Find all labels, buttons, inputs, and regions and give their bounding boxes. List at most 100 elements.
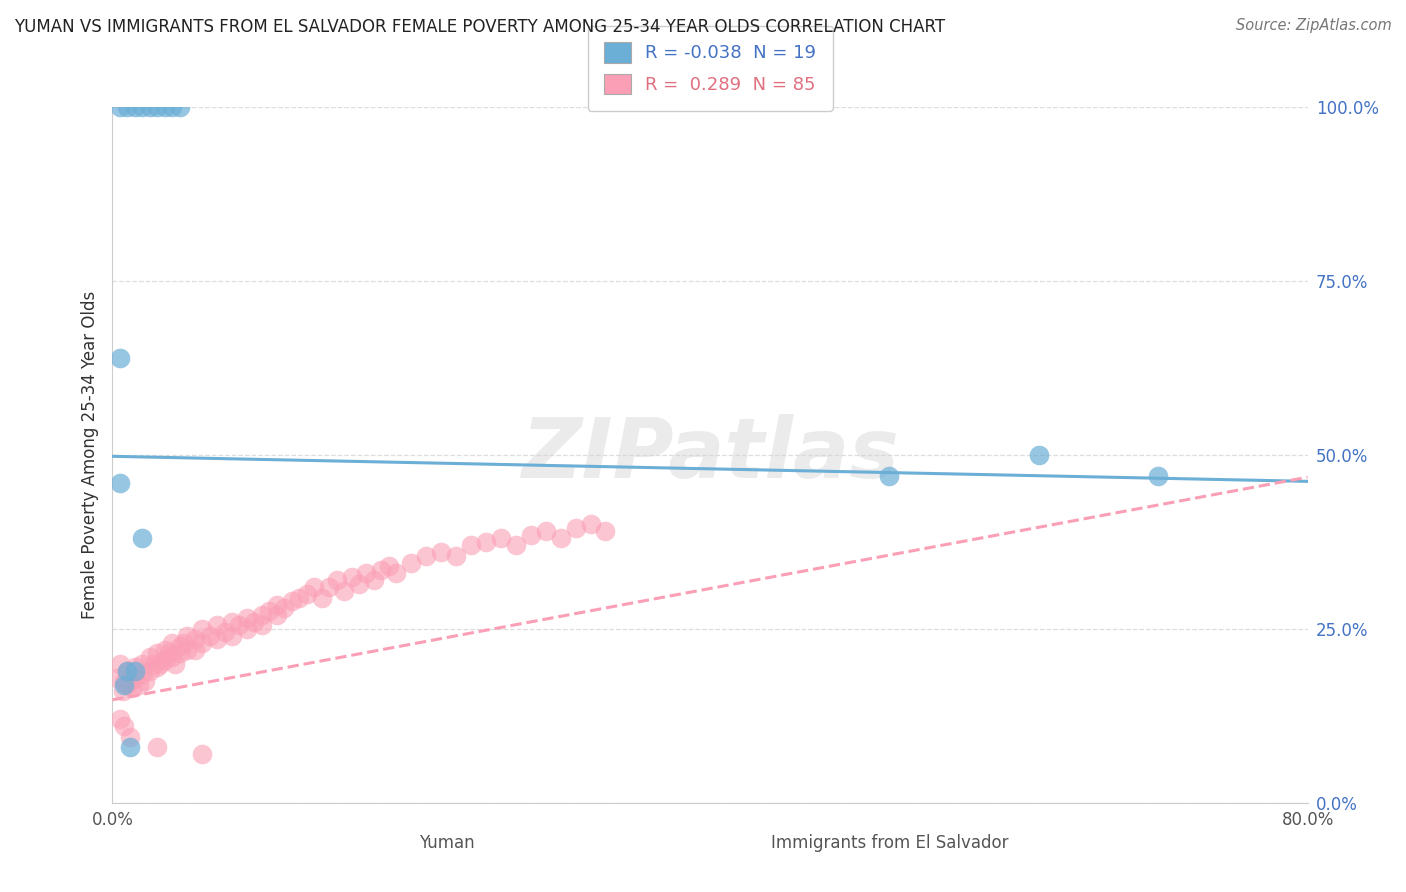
Point [236,622,259,636]
Point [564,521,586,535]
Point [489,532,512,546]
Point [250,618,273,632]
Point [124,664,146,678]
Point [105,671,128,685]
Point [108,100,131,114]
Point [191,636,214,650]
Y-axis label: Female Poverty Among 25-34 Year Olds: Female Poverty Among 25-34 Year Olds [80,291,98,619]
Text: YUMAN VS IMMIGRANTS FROM EL SALVADOR FEMALE POVERTY AMONG 25-34 YEAR OLDS CORREL: YUMAN VS IMMIGRANTS FROM EL SALVADOR FEM… [14,18,945,36]
Point [146,646,169,660]
Point [114,719,135,733]
Point [162,636,183,650]
Point [139,649,162,664]
Point [120,740,142,755]
Point [363,573,385,587]
Point [117,664,139,678]
Point [162,649,183,664]
Point [108,351,131,365]
Text: ZIPatlas: ZIPatlas [522,415,898,495]
Point [131,657,153,671]
Point [124,660,146,674]
Point [176,629,198,643]
Point [1147,468,1170,483]
Point [228,618,250,632]
Point [520,528,543,542]
Point [273,601,295,615]
Point [550,532,572,546]
Point [333,583,356,598]
Point [505,538,527,552]
Point [243,615,266,629]
Text: Immigrants from El Salvador: Immigrants from El Salvador [770,834,1008,852]
Point [111,684,134,698]
Point [385,566,408,581]
Point [302,580,325,594]
Point [281,594,304,608]
Point [128,677,150,691]
Point [401,556,423,570]
Point [311,591,333,605]
Point [157,646,180,660]
Point [124,100,146,114]
Point [108,712,131,726]
Point [149,657,172,671]
Point [266,607,288,622]
Point [221,615,243,629]
Point [191,747,214,761]
Point [236,611,259,625]
Point [134,674,156,689]
Point [1028,448,1050,462]
Point [131,100,153,114]
Point [183,642,205,657]
Point [378,559,401,574]
Point [340,570,363,584]
Point [318,580,340,594]
Point [117,100,139,114]
Point [205,632,228,647]
Point [205,618,228,632]
Text: Yuman: Yuman [419,834,475,852]
Point [162,100,183,114]
Point [879,468,901,483]
Point [444,549,467,563]
Point [139,664,162,678]
Point [198,629,221,643]
Point [475,534,498,549]
Point [415,549,437,563]
Point [108,657,131,671]
Point [124,671,146,685]
Point [221,629,243,643]
Point [131,667,153,681]
Point [146,660,169,674]
Point [114,677,135,691]
Point [120,730,142,744]
Point [191,622,214,636]
Point [460,538,482,552]
Point [259,605,281,619]
Point [153,642,176,657]
Point [114,674,135,689]
Point [595,524,617,539]
Point [176,642,198,657]
Point [534,524,557,539]
Point [214,625,236,640]
Point [153,100,176,114]
Point [430,545,453,559]
Point [325,573,347,587]
Point [579,517,602,532]
Point [146,100,169,114]
Point [146,740,169,755]
Point [131,532,153,546]
Legend: R = -0.038  N = 19, R =  0.289  N = 85: R = -0.038 N = 19, R = 0.289 N = 85 [588,26,832,111]
Point [183,632,205,647]
Point [347,576,370,591]
Point [165,657,187,671]
Point [370,563,392,577]
Point [295,587,318,601]
Point [108,475,131,490]
Point [117,664,139,678]
Point [153,653,176,667]
Point [169,100,191,114]
Point [266,598,288,612]
Point [250,607,273,622]
